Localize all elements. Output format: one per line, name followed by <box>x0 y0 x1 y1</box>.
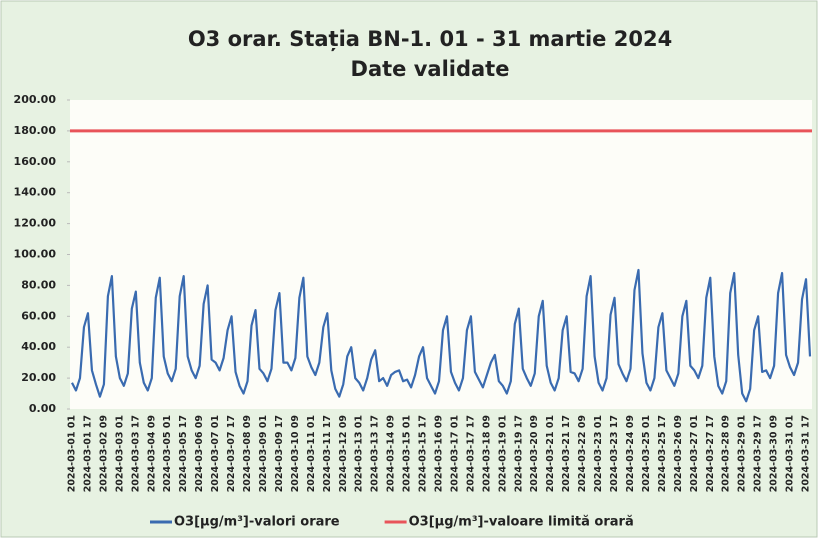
x-tick-label: 2024-03-28 09 <box>721 415 732 492</box>
x-tick-label: 2024-03-15 17 <box>418 415 429 492</box>
x-tick-label: 2024-03-13 17 <box>370 415 381 492</box>
x-tick-label: 2024-03-14 09 <box>386 415 397 492</box>
x-tick-label: 2024-03-27 01 <box>689 415 700 492</box>
x-tick-label: 2024-03-21 01 <box>545 415 556 492</box>
chart-subtitle: Date validate <box>351 57 510 81</box>
x-tick-label: 2024-03-20 09 <box>529 415 540 492</box>
x-tick-label: 2024-03-26 09 <box>673 415 684 492</box>
y-tick-label: 40.00 <box>21 340 56 353</box>
y-tick-label: 160.00 <box>14 155 57 168</box>
x-tick-label: 2024-03-08 09 <box>242 415 253 492</box>
x-tick-label: 2024-03-05 01 <box>162 415 173 492</box>
x-tick-label: 2024-03-27 17 <box>705 415 716 492</box>
x-tick-label: 2024-03-01 01 <box>66 415 77 492</box>
x-tick-label: 2024-03-11 01 <box>306 415 317 492</box>
x-tick-label: 2024-03-12 09 <box>338 415 349 492</box>
chart-title: O3 orar. Stația BN-1. 01 - 31 martie 202… <box>188 27 672 52</box>
x-tick-label: 2024-03-01 17 <box>82 415 93 492</box>
x-tick-label: 2024-03-07 01 <box>210 415 221 492</box>
y-tick-label: 20.00 <box>21 371 56 384</box>
x-tick-label: 2024-03-06 09 <box>194 415 205 492</box>
x-tick-label: 2024-03-04 09 <box>146 415 157 492</box>
x-tick-label: 2024-03-17 17 <box>465 415 476 492</box>
x-tick-label: 2024-03-16 09 <box>434 415 445 492</box>
x-tick-label: 2024-03-09 01 <box>258 415 269 492</box>
x-tick-label: 2024-03-13 01 <box>354 415 365 492</box>
x-tick-label: 2024-03-18 09 <box>481 415 492 492</box>
x-tick-label: 2024-03-07 17 <box>226 415 237 492</box>
x-tick-label: 2024-03-11 17 <box>322 415 333 492</box>
x-tick-label: 2024-03-09 17 <box>274 415 285 492</box>
x-tick-label: 2024-03-25 01 <box>641 415 652 492</box>
x-tick-label: 2024-03-30 09 <box>769 415 780 492</box>
legend-label: O3[µg/m³]-valoare limită orară <box>409 515 634 530</box>
y-tick-label: 60.00 <box>21 309 56 322</box>
legend-label: O3[µg/m³]-valori orare <box>174 515 340 530</box>
x-tick-label: 2024-03-31 01 <box>785 415 796 492</box>
x-tick-label: 2024-03-10 09 <box>290 415 301 492</box>
data-line <box>71 268 812 403</box>
x-tick-label: 2024-03-03 01 <box>114 415 125 492</box>
x-tick-label: 2024-03-22 09 <box>577 415 588 492</box>
y-tick-label: 180.00 <box>14 124 57 137</box>
x-tick-label: 2024-03-19 01 <box>497 415 508 492</box>
x-tick-label: 2024-03-23 01 <box>593 415 604 492</box>
y-tick-label: 100.00 <box>14 248 57 261</box>
x-tick-label: 2024-03-24 09 <box>625 415 636 492</box>
x-tick-label: 2024-03-21 17 <box>561 415 572 492</box>
x-tick-label: 2024-03-29 01 <box>737 415 748 492</box>
x-tick-label: 2024-03-17 01 <box>449 415 460 492</box>
x-tick-label: 2024-03-23 17 <box>609 415 620 492</box>
x-tick-label: 2024-03-25 17 <box>657 415 668 492</box>
y-tick-label: 120.00 <box>14 217 57 230</box>
y-tick-label: 0.00 <box>29 402 56 415</box>
x-tick-label: 2024-03-03 17 <box>130 415 141 492</box>
x-tick-label: 2024-03-02 09 <box>98 415 109 492</box>
x-tick-label: 2024-03-19 17 <box>513 415 524 492</box>
y-tick-label: 140.00 <box>14 186 57 199</box>
y-tick-label: 200.00 <box>14 93 57 106</box>
x-tick-label: 2024-03-15 01 <box>402 415 413 492</box>
x-tick-label: 2024-03-29 17 <box>753 415 764 492</box>
x-tick-label: 2024-03-31 17 <box>801 415 812 492</box>
y-tick-label: 80.00 <box>21 278 56 291</box>
x-tick-label: 2024-03-05 17 <box>178 415 189 492</box>
